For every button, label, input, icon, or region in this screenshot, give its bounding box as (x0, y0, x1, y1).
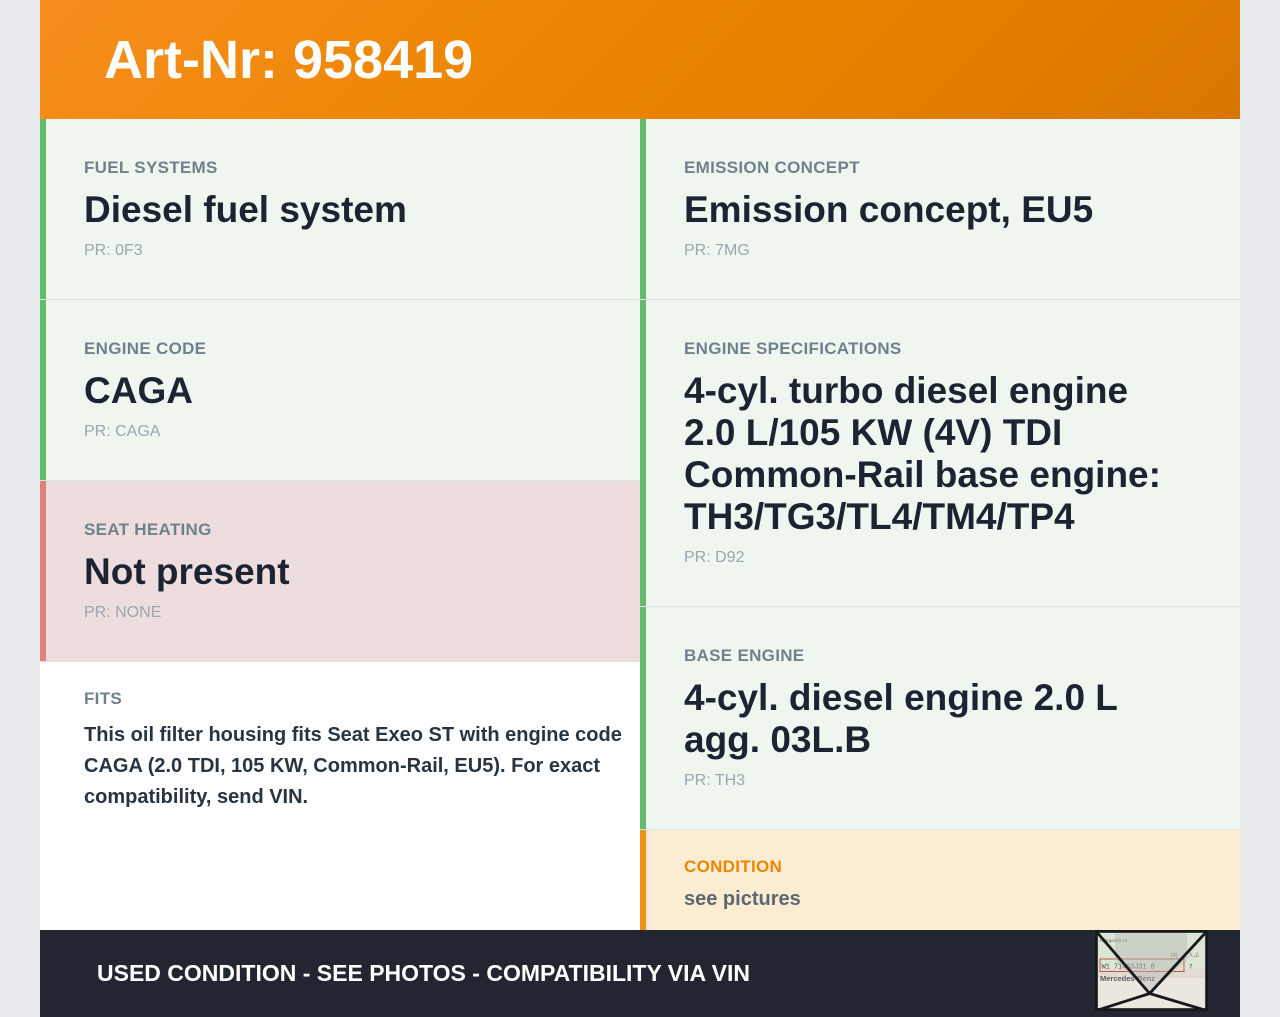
svg-text:7: 7 (1189, 964, 1193, 971)
svg-text:入ふ: 入ふ (1187, 952, 1199, 959)
